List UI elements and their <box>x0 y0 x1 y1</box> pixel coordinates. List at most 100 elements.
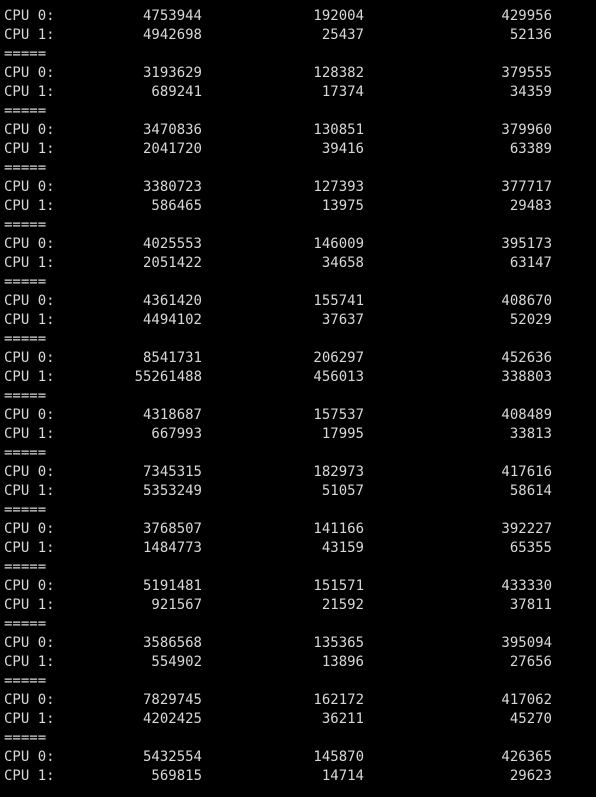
cpu1-row: CPU 1: 2051422 34658 63147 <box>0 254 596 273</box>
value-col3: 52029 <box>509 312 552 328</box>
cpu0-row: CPU 0: 3380723 127393 377717 <box>0 178 596 197</box>
value-col1: 4361420 <box>142 293 202 309</box>
value-col3: 34359 <box>509 84 552 100</box>
cpu1-row: CPU 1: 586465 13975 29483 <box>0 197 596 216</box>
cpu-label: CPU 0: <box>4 179 55 195</box>
cpu-label: CPU 0: <box>4 236 55 252</box>
value-col2: 128382 <box>313 65 364 81</box>
value-col2: 162172 <box>313 692 364 708</box>
separator-text: ===== <box>4 46 47 62</box>
value-col3: 417062 <box>501 692 552 708</box>
value-col2: 43159 <box>321 540 364 556</box>
value-col1: 5353249 <box>142 483 202 499</box>
separator-line: ===== <box>0 444 596 463</box>
cpu0-row: CPU 0: 4753944 192004 429956 <box>0 7 596 26</box>
value-col1: 667993 <box>151 426 202 442</box>
separator-text: ===== <box>4 616 47 632</box>
cpu1-row: CPU 1: 569815 14714 29623 <box>0 767 596 786</box>
cpu0-row: CPU 0: 5432554 145870 426365 <box>0 748 596 767</box>
value-col2: 21592 <box>321 597 364 613</box>
cpu0-row: CPU 0: 4318687 157537 408489 <box>0 406 596 425</box>
value-col2: 157537 <box>313 407 364 423</box>
separator-text: ===== <box>4 0 46 7</box>
cpu0-row: CPU 0: 4025553 146009 395173 <box>0 235 596 254</box>
value-col3: 452636 <box>501 350 552 366</box>
separator-line: ===== <box>0 102 596 121</box>
value-col1: 3586568 <box>142 635 202 651</box>
cpu-label: CPU 0: <box>4 578 55 594</box>
cpu0-row: CPU 0: 4361420 155741 408670 <box>0 292 596 311</box>
value-col1: 4942698 <box>142 27 202 43</box>
cpu1-row: CPU 1: 4942698 25437 52136 <box>0 26 596 45</box>
cpu-label: CPU 0: <box>4 407 55 423</box>
value-col3: 429956 <box>501 8 552 24</box>
cpu-label: CPU 0: <box>4 635 55 651</box>
cpu-label: CPU 1: <box>4 711 55 727</box>
value-col1: 586465 <box>151 198 202 214</box>
value-col3: 65355 <box>509 540 552 556</box>
value-col2: 192004 <box>313 8 364 24</box>
value-col2: 51057 <box>321 483 364 499</box>
value-col3: 63389 <box>509 141 552 157</box>
value-col3: 45270 <box>509 711 552 727</box>
value-col3: 395173 <box>501 236 552 252</box>
cpu1-row: CPU 1: 667993 17995 33813 <box>0 425 596 444</box>
value-col3: 392227 <box>501 521 552 537</box>
separator-text: ===== <box>4 331 47 347</box>
cpu-label: CPU 1: <box>4 141 55 157</box>
value-col2: 206297 <box>313 350 364 366</box>
value-col2: 135365 <box>313 635 364 651</box>
separator-text: ===== <box>4 445 47 461</box>
cpu1-row: CPU 1: 689241 17374 34359 <box>0 83 596 102</box>
value-col3: 29483 <box>509 198 552 214</box>
cpu-label: CPU 0: <box>4 521 55 537</box>
cpu-label: CPU 0: <box>4 464 55 480</box>
cpu-label: CPU 0: <box>4 8 55 24</box>
cpu-label: CPU 1: <box>4 654 55 670</box>
separator-line: ===== <box>0 216 596 235</box>
value-col2: 37637 <box>321 312 364 328</box>
cpu0-row: CPU 0: 3470836 130851 379960 <box>0 121 596 140</box>
value-col1: 4318687 <box>142 407 202 423</box>
value-col1: 689241 <box>151 84 202 100</box>
cpu-label: CPU 0: <box>4 350 55 366</box>
value-col3: 379555 <box>501 65 552 81</box>
cpu-label: CPU 1: <box>4 483 55 499</box>
value-col1: 5191481 <box>142 578 202 594</box>
separator-line: ===== <box>0 387 596 406</box>
separator-text: ===== <box>4 160 47 176</box>
value-col3: 377717 <box>501 179 552 195</box>
value-col2: 151571 <box>313 578 364 594</box>
cpu-label: CPU 0: <box>4 65 55 81</box>
value-col1: 2051422 <box>142 255 202 271</box>
value-col1: 7829745 <box>142 692 202 708</box>
separator-text: ===== <box>4 388 47 404</box>
separator-line: ===== <box>0 159 596 178</box>
value-col3: 27656 <box>509 654 552 670</box>
cpu1-row: CPU 1: 1484773 43159 65355 <box>0 539 596 558</box>
value-col3: 63147 <box>509 255 552 271</box>
cpu1-row: CPU 1: 4494102 37637 52029 <box>0 311 596 330</box>
value-col1: 8541731 <box>142 350 202 366</box>
value-col2: 145870 <box>313 749 364 765</box>
cpu-label: CPU 1: <box>4 84 55 100</box>
value-col3: 29623 <box>509 768 552 784</box>
cpu-label: CPU 1: <box>4 369 55 385</box>
cpu-label: CPU 0: <box>4 692 55 708</box>
cpu0-row: CPU 0: 7345315 182973 417616 <box>0 463 596 482</box>
value-col3: 426365 <box>501 749 552 765</box>
value-col3: 408670 <box>501 293 552 309</box>
cpu-label: CPU 1: <box>4 768 55 784</box>
value-col3: 33813 <box>509 426 552 442</box>
value-col2: 456013 <box>313 369 364 385</box>
value-col1: 3380723 <box>142 179 202 195</box>
value-col1: 554902 <box>151 654 202 670</box>
cpu0-row: CPU 0: 7829745 162172 417062 <box>0 691 596 710</box>
value-col2: 25437 <box>321 27 364 43</box>
separator-text: ===== <box>4 274 47 290</box>
cpu0-row: CPU 0: 8541731 206297 452636 <box>0 349 596 368</box>
value-col1: 3193629 <box>142 65 202 81</box>
separator-line: ===== <box>0 672 596 691</box>
value-col2: 34658 <box>321 255 364 271</box>
cpu-label: CPU 1: <box>4 312 55 328</box>
